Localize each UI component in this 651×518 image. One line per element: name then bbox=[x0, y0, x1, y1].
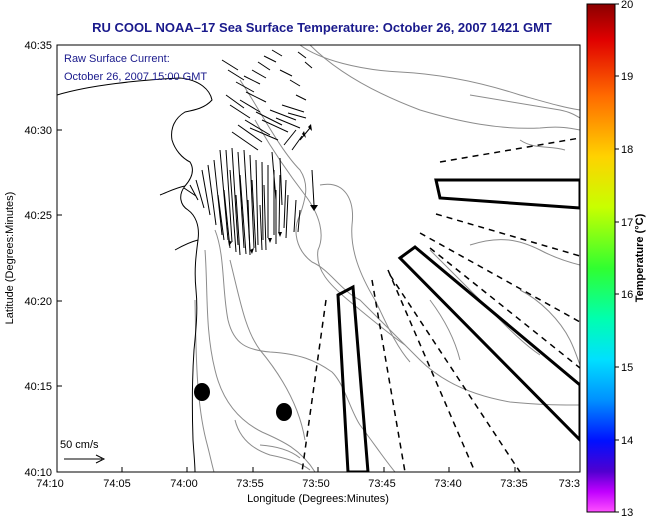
y-tick-label: 40:30 bbox=[24, 125, 52, 137]
colorbar-label: Temperature (°C) bbox=[634, 213, 646, 302]
colorbar-tick-label: 14 bbox=[621, 435, 633, 447]
vector-arrowheads bbox=[228, 124, 318, 254]
x-tick-label: 73:45 bbox=[368, 478, 396, 490]
y-tick-label: 40:35 bbox=[24, 40, 52, 52]
y-tick-label: 40:15 bbox=[24, 381, 52, 393]
x-tick-label: 74:05 bbox=[103, 478, 131, 490]
x-tick-label: 73:50 bbox=[302, 478, 330, 490]
x-tick-label: 73:40 bbox=[434, 478, 462, 490]
mooring-marker-2 bbox=[276, 403, 292, 421]
colorbar-tick-label: 17 bbox=[621, 217, 633, 229]
y-tick-label: 40:20 bbox=[24, 296, 52, 308]
x-axis-label: Longitude (Degrees:Minutes) bbox=[247, 493, 389, 505]
x-axis-ticks bbox=[56, 467, 516, 472]
x-tick-label: 74:00 bbox=[170, 478, 198, 490]
y-axis-ticks bbox=[57, 44, 62, 473]
bathymetry-contours bbox=[194, 45, 580, 472]
scale-arrowhead bbox=[95, 454, 106, 464]
x-tick-label: 74:10 bbox=[36, 478, 64, 490]
x-tick-label: 73:3 bbox=[559, 478, 580, 490]
colorbar-tick-label: 20 bbox=[621, 0, 633, 11]
map-content bbox=[57, 45, 580, 472]
surface-current-vectors bbox=[183, 49, 315, 256]
x-tick-label: 73:55 bbox=[236, 478, 264, 490]
mooring-marker-1 bbox=[194, 383, 210, 401]
colorbar-tick-label: 13 bbox=[621, 507, 633, 518]
radar-beam-lines bbox=[301, 137, 580, 472]
colorbar-tick-label: 15 bbox=[621, 362, 633, 374]
y-tick-label: 40:10 bbox=[24, 467, 52, 479]
colorbar bbox=[586, 3, 616, 513]
y-tick-label: 40:25 bbox=[24, 210, 52, 222]
glider-track-boxes bbox=[336, 178, 580, 472]
scale-label: 50 cm/s bbox=[60, 439, 99, 451]
coastline bbox=[57, 77, 213, 472]
colorbar-tick-label: 19 bbox=[621, 71, 633, 83]
y-axis-label: Latitude (Degrees:Minutes) bbox=[4, 192, 16, 325]
colorbar-ticks bbox=[615, 3, 619, 513]
colorbar-tick-label: 16 bbox=[621, 289, 633, 301]
annotation-line-1: Raw Surface Current: bbox=[64, 53, 170, 65]
map-title: RU COOL NOAA–17 Sea Surface Temperature:… bbox=[92, 20, 552, 35]
colorbar-tick-label: 18 bbox=[621, 144, 633, 156]
annotation-line-2: October 26, 2007 15:00 GMT bbox=[64, 71, 207, 83]
x-tick-label: 73:35 bbox=[500, 478, 528, 490]
map-frame bbox=[56, 44, 581, 473]
